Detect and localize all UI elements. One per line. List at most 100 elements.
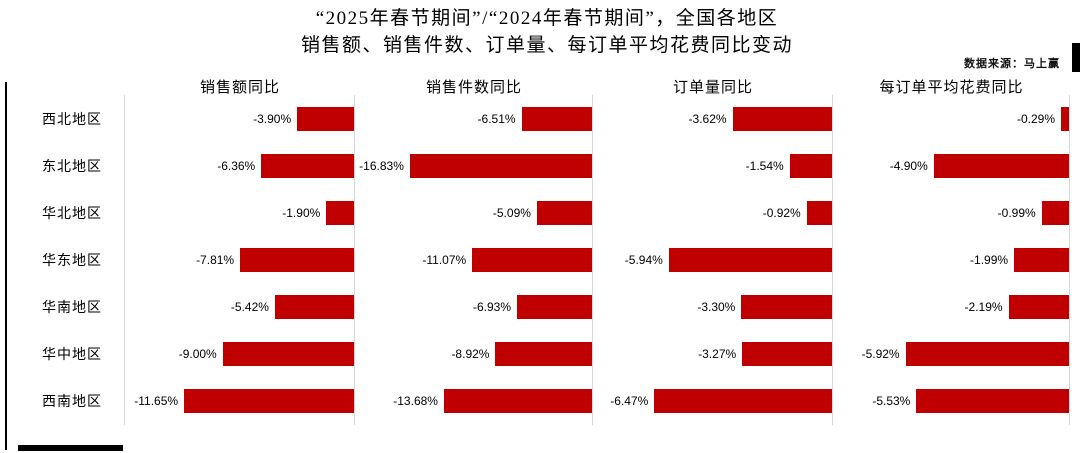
data-source: 数据来源：马上赢 bbox=[964, 58, 1060, 70]
region-label: 华北地区 bbox=[20, 189, 125, 237]
region-label: 西北地区 bbox=[20, 95, 125, 143]
bar bbox=[1008, 295, 1069, 320]
panel-cell: -6.51% bbox=[355, 95, 593, 143]
panel-cell: -5.42% bbox=[125, 283, 355, 331]
panel-cell: -5.92% bbox=[833, 330, 1070, 378]
header-spacer bbox=[20, 76, 125, 97]
frame-corner-block bbox=[1072, 43, 1080, 72]
value-label: -16.83% bbox=[359, 158, 404, 173]
panel-header-row: 销售额同比 销售件数同比 订单量同比 每订单平均花费同比 bbox=[20, 76, 1070, 97]
value-label: -1.54% bbox=[745, 158, 784, 173]
region-label: 华中地区 bbox=[20, 330, 125, 378]
value-label: -0.92% bbox=[762, 205, 801, 220]
panel-header-order-count: 订单量同比 bbox=[672, 80, 753, 96]
bar bbox=[517, 295, 592, 320]
value-label: -3.62% bbox=[688, 111, 727, 126]
panel-cell: -5.94% bbox=[593, 236, 833, 284]
panel-header-avg-spend: 每订单平均花费同比 bbox=[879, 80, 1024, 96]
bar bbox=[326, 200, 354, 225]
panel-cell: -4.90% bbox=[833, 142, 1070, 190]
value-label: -7.81% bbox=[196, 252, 235, 267]
chart-title: “2025年春节期间”/“2024年春节期间”，全国各地区 销售额、销售件数、订… bbox=[20, 5, 1074, 59]
value-label: -5.92% bbox=[861, 347, 900, 362]
value-label: -5.42% bbox=[230, 300, 269, 315]
panel-cell: -0.99% bbox=[833, 189, 1070, 237]
panel-cell: -5.53% bbox=[833, 377, 1070, 425]
bar bbox=[654, 389, 832, 414]
bar bbox=[495, 342, 592, 367]
value-label: -1.90% bbox=[282, 205, 321, 220]
value-label: -6.36% bbox=[217, 158, 256, 173]
value-label: -5.09% bbox=[492, 205, 531, 220]
panel-cell: -6.36% bbox=[125, 142, 355, 190]
panel-cell: -6.93% bbox=[355, 283, 593, 331]
bar bbox=[741, 295, 832, 320]
panel-cell: -11.65% bbox=[125, 377, 355, 425]
panel-cell: -2.19% bbox=[833, 283, 1070, 331]
bar bbox=[905, 342, 1069, 367]
panel-cell: -3.90% bbox=[125, 95, 355, 143]
bar bbox=[1061, 106, 1069, 131]
region-label: 华南地区 bbox=[20, 283, 125, 331]
bar bbox=[933, 153, 1069, 178]
bar bbox=[222, 342, 354, 367]
panel-cell: -3.30% bbox=[593, 283, 833, 331]
panel-cell: -16.83% bbox=[355, 142, 593, 190]
frame-left-line bbox=[5, 82, 7, 450]
panel-cell: -0.92% bbox=[593, 189, 833, 237]
panel-cell: -11.07% bbox=[355, 236, 593, 284]
value-label: -2.19% bbox=[964, 300, 1003, 315]
bar bbox=[742, 342, 832, 367]
panel-cell: -7.81% bbox=[125, 236, 355, 284]
bar bbox=[274, 295, 354, 320]
bar bbox=[1014, 247, 1069, 272]
value-label: -6.51% bbox=[477, 111, 516, 126]
bar bbox=[240, 247, 354, 272]
value-label: -11.07% bbox=[422, 252, 467, 267]
bar bbox=[789, 153, 832, 178]
region-label: 东北地区 bbox=[20, 142, 125, 190]
value-label: -6.47% bbox=[610, 394, 649, 409]
value-label: -5.94% bbox=[624, 252, 663, 267]
chart-title-line2: 销售额、销售件数、订单量、每订单平均花费同比变动 bbox=[300, 35, 793, 56]
bar bbox=[297, 106, 354, 131]
region-label: 西南地区 bbox=[20, 377, 125, 425]
bar bbox=[443, 389, 592, 414]
panel-cell: -3.27% bbox=[593, 330, 833, 378]
chart-title-line1: “2025年春节期间”/“2024年春节期间”，全国各地区 bbox=[315, 8, 779, 29]
bar bbox=[184, 389, 354, 414]
chart-body: 西北地区 -3.90% -6.51% -3.62% -0.29% 东北地区 -6.36% -1… bbox=[20, 95, 1070, 425]
region-label: 华东地区 bbox=[20, 236, 125, 284]
panel-header-sales-units: 销售件数同比 bbox=[425, 80, 522, 96]
panel-cell: -1.90% bbox=[125, 189, 355, 237]
bar-chart: 销售额同比 销售件数同比 订单量同比 每订单平均花费同比 西北地区 -3.90% -… bbox=[20, 76, 1070, 425]
value-label: -4.90% bbox=[889, 158, 928, 173]
bar bbox=[536, 200, 592, 225]
panel-cell: -3.62% bbox=[593, 95, 833, 143]
value-label: -3.90% bbox=[253, 111, 292, 126]
panel-cell: -13.68% bbox=[355, 377, 593, 425]
bar bbox=[668, 247, 832, 272]
value-label: -0.99% bbox=[997, 205, 1036, 220]
frame-bottom-bar bbox=[18, 445, 123, 451]
panel-header-sales-amount: 销售额同比 bbox=[199, 80, 280, 96]
panel-cell: -6.47% bbox=[593, 377, 833, 425]
bar bbox=[916, 389, 1069, 414]
value-label: -5.53% bbox=[872, 394, 911, 409]
value-label: -9.00% bbox=[178, 347, 217, 362]
bar bbox=[806, 200, 832, 225]
bar bbox=[521, 106, 592, 131]
bar bbox=[409, 153, 592, 178]
panel-cell: -8.92% bbox=[355, 330, 593, 378]
panel-cell: -1.99% bbox=[833, 236, 1070, 284]
value-label: -6.93% bbox=[472, 300, 512, 315]
panel-cell: -1.54% bbox=[593, 142, 833, 190]
value-label: -13.68% bbox=[393, 394, 438, 409]
value-label: -3.27% bbox=[698, 347, 737, 362]
bar bbox=[261, 153, 354, 178]
value-label: -8.92% bbox=[451, 347, 490, 362]
bar bbox=[732, 106, 832, 131]
value-label: -3.30% bbox=[697, 300, 736, 315]
value-label: -1.99% bbox=[970, 252, 1009, 267]
